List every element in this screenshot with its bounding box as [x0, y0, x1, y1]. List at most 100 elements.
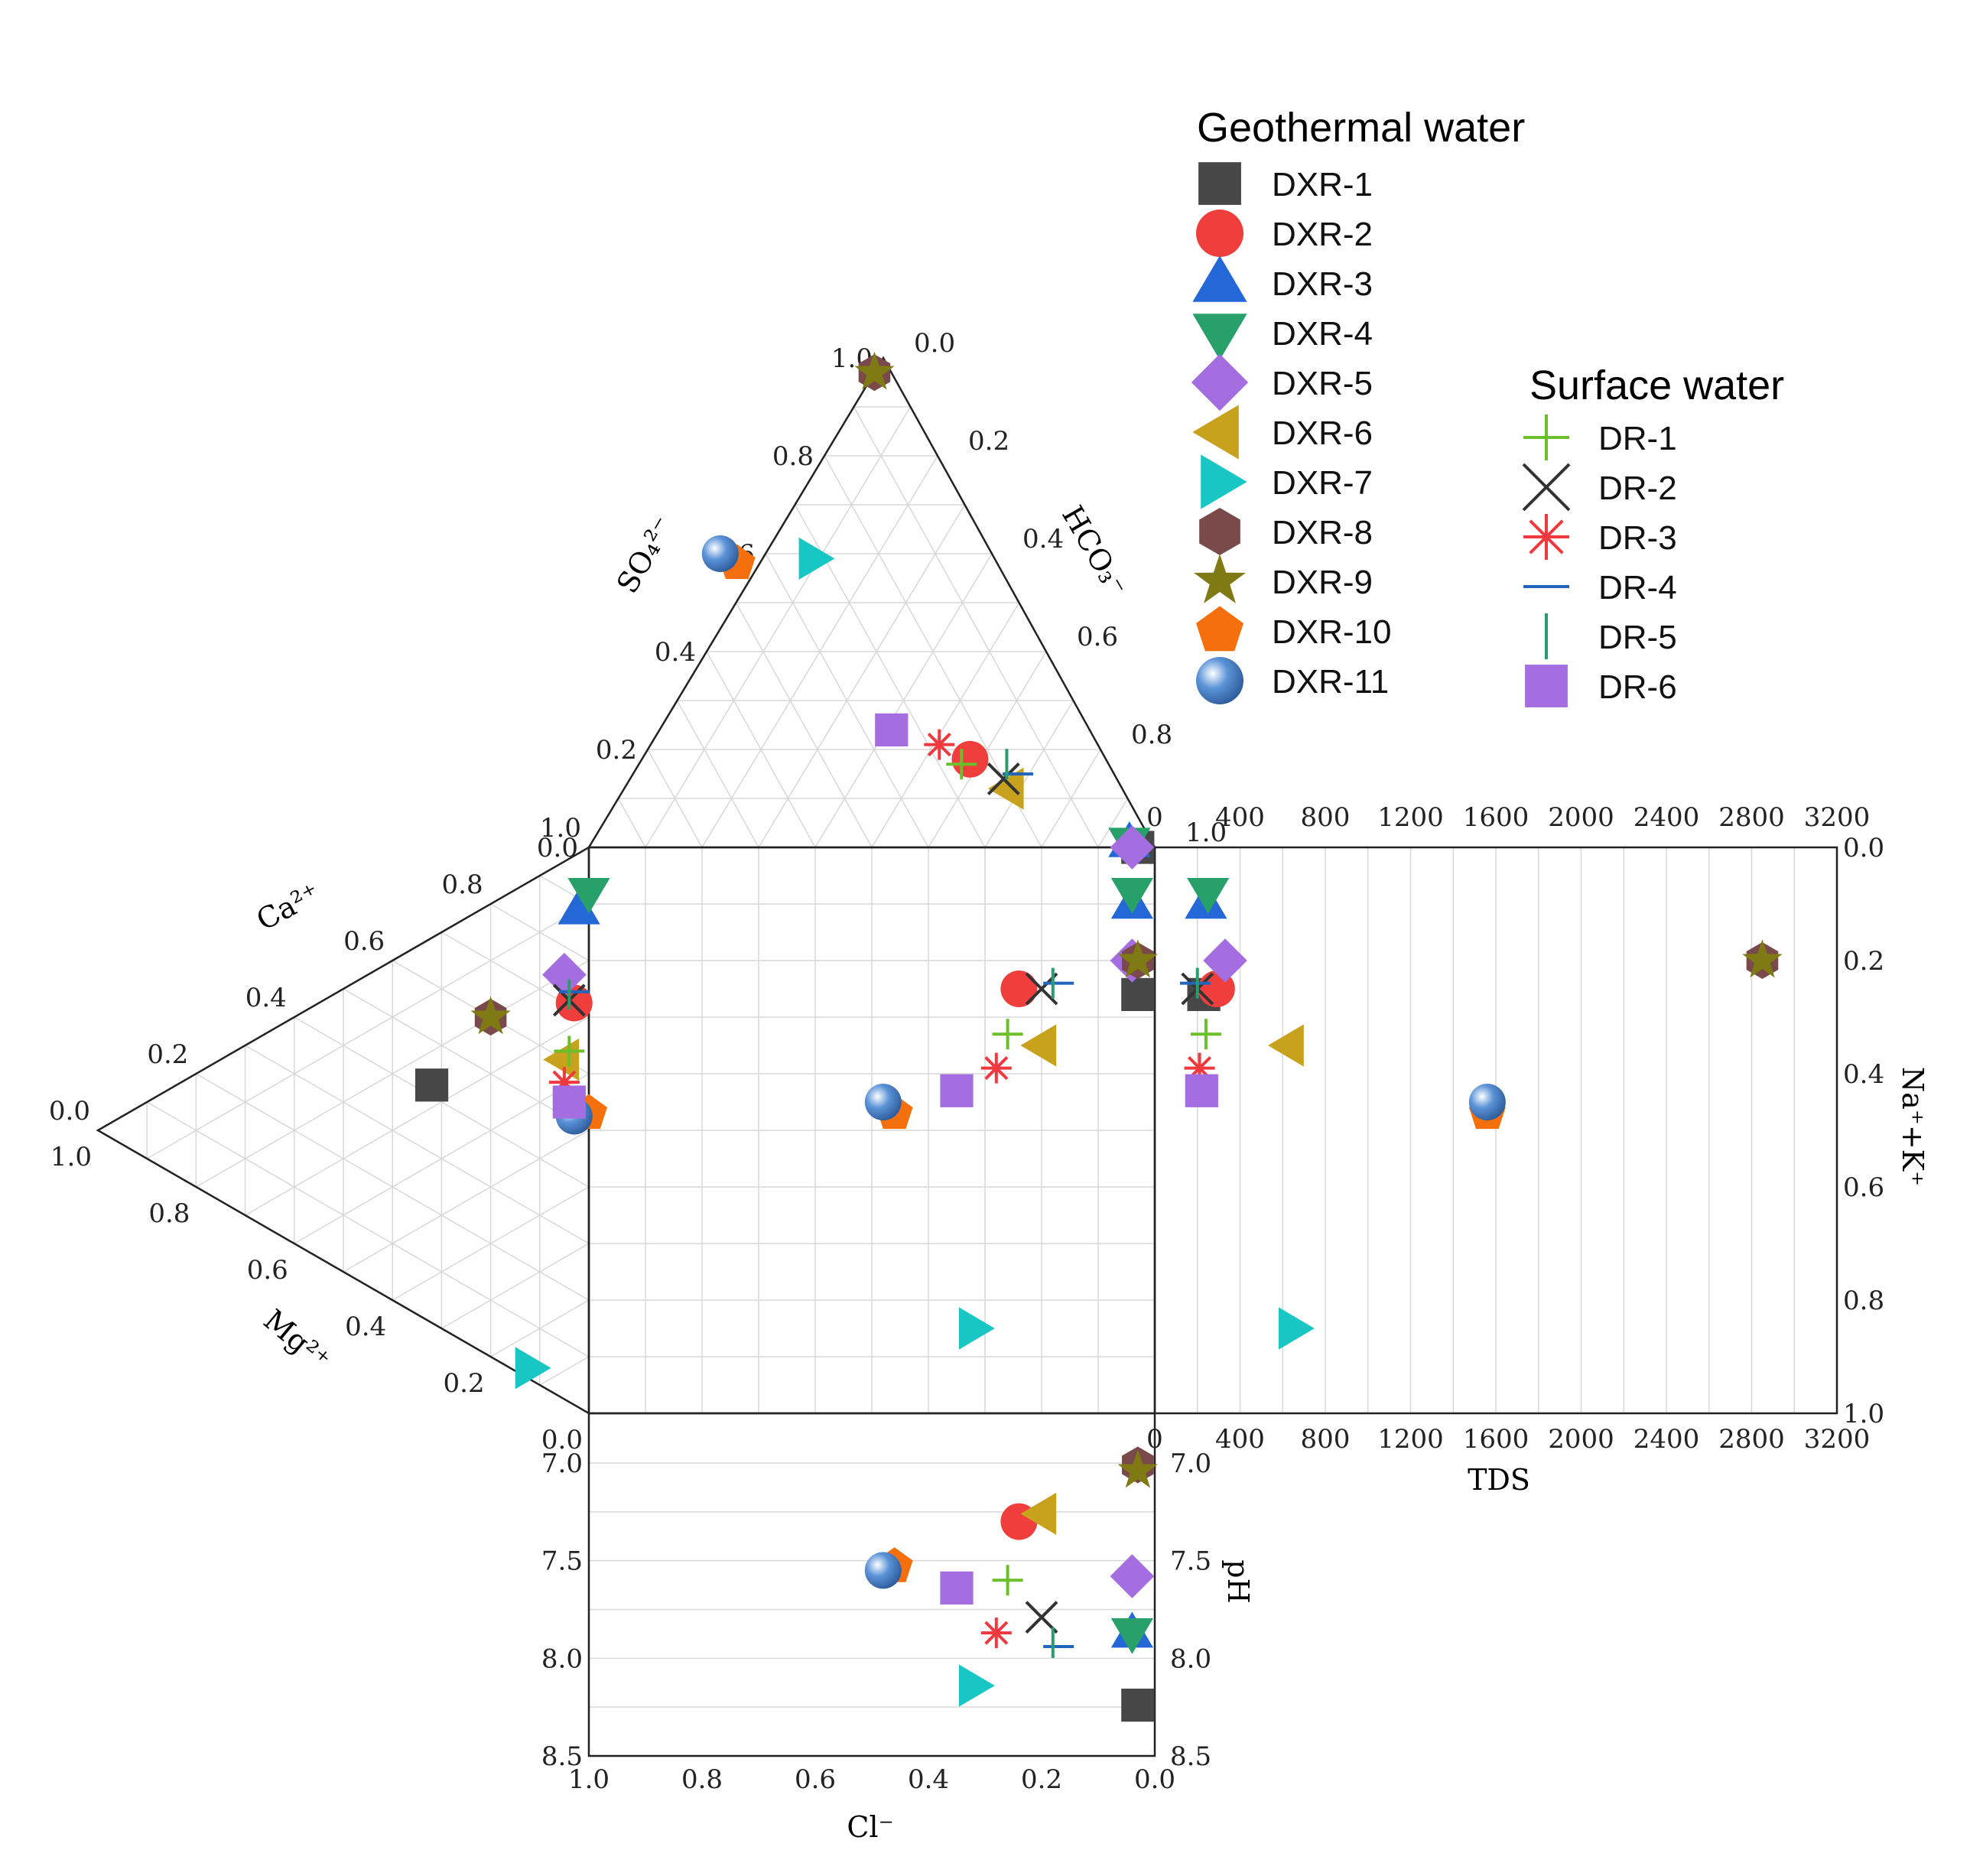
nak-tick: 0.0	[1843, 833, 1884, 863]
ph-axis-label: pH	[1221, 1559, 1255, 1603]
point-square-dxr-7	[959, 1307, 995, 1350]
tds-tick-top: 2800	[1718, 802, 1785, 833]
top-tri-grid	[765, 553, 929, 848]
ph-tick-left: 8.0	[541, 1644, 583, 1674]
point-ph-dxr-9	[1117, 1449, 1159, 1488]
legend-marker-dxr-5	[1191, 353, 1249, 411]
tds-tick-bottom: 800	[1301, 1424, 1351, 1455]
tds-tick-bottom: 2000	[1548, 1424, 1614, 1455]
panel-frames	[96, 356, 1838, 1757]
point-square-dxr-4	[1110, 878, 1153, 914]
point-ph-dxr-7	[959, 1664, 995, 1707]
point-top-dxr-7	[798, 537, 835, 580]
legend-label-dxr-2: DXR-2	[1272, 216, 1373, 253]
left-tri-grid	[294, 1016, 590, 1188]
ph-tick-right: 7.5	[1170, 1546, 1211, 1577]
legend-label-dxr-5: DXR-5	[1272, 365, 1373, 402]
legend-marker-dr-2	[1522, 463, 1571, 512]
hco3-tick: 0.6	[1077, 622, 1118, 652]
tds-tick-top: 1200	[1377, 802, 1444, 833]
left-tri-grid	[539, 1356, 590, 1386]
point-tds-dxr-11	[1468, 1084, 1506, 1120]
tick-labels: 0.00.20.40.60.81.00.00.20.40.60.81.00.00…	[49, 328, 1884, 1795]
cl-tick: 0.2	[1021, 1764, 1062, 1795]
tds-tick-top: 800	[1301, 802, 1351, 833]
cl-tick: 1.0	[568, 1764, 610, 1795]
point-ph-dr-6	[940, 1571, 974, 1605]
data-points	[414, 351, 1783, 1722]
point-square-dxr-1	[1121, 977, 1155, 1011]
hco3-tick: 0.0	[914, 328, 955, 359]
legend-marker-dxr-8	[1199, 508, 1240, 555]
legend-title-geothermal: Geothermal water	[1197, 105, 1525, 151]
tds-tick-top: 400	[1215, 802, 1265, 833]
legend-label-dxr-6: DXR-6	[1272, 415, 1373, 452]
top-tri-grid	[758, 504, 966, 848]
cl-tick: 0.6	[795, 1764, 836, 1795]
ca-tick: 0.4	[245, 983, 287, 1013]
legend-label-dr-3: DR-3	[1598, 519, 1677, 557]
legend-marker-dxr-10	[1196, 606, 1243, 652]
point-square-dxr-2	[1000, 971, 1038, 1007]
ph-tick-left: 7.5	[541, 1546, 583, 1577]
point-left-dxr-7	[515, 1347, 551, 1390]
legend-label-dr-4: DR-4	[1598, 569, 1677, 606]
point-left-dxr-4	[567, 878, 610, 914]
ca-tick: 1.0	[540, 813, 581, 844]
top-tri-grid	[647, 749, 703, 848]
mg-axis-label: Mg²⁺	[257, 1303, 336, 1377]
point-ph-dxr-1	[1121, 1689, 1155, 1722]
ph-tick-right: 8.5	[1170, 1741, 1211, 1772]
ca-tick: 0.6	[343, 926, 385, 957]
point-ph-dxr-6	[1020, 1492, 1057, 1535]
tds-axis-label: TDS	[1468, 1463, 1530, 1497]
ca-tick: 0.8	[442, 870, 483, 900]
point-left-dxr-1	[414, 1068, 449, 1102]
hco3-tick: 0.2	[968, 426, 1009, 457]
point-top-dr-2	[987, 762, 1020, 795]
point-top-dxr-5	[1110, 825, 1155, 870]
so4-tick: 0.2	[596, 735, 637, 766]
point-square-dxr-6	[1020, 1024, 1057, 1067]
legend-marker-dxr-1	[1198, 162, 1241, 205]
legend: Geothermal water Surface water DXR-1 DXR-…	[1191, 105, 1784, 707]
mg-tick: 1.0	[50, 1142, 92, 1172]
top-tri-grid	[706, 651, 816, 848]
legend-marker-dxr-2	[1196, 210, 1243, 257]
left-tri-grid	[441, 1243, 590, 1329]
nak-tick: 0.4	[1843, 1059, 1884, 1090]
cl-tick: 0.8	[681, 1764, 723, 1795]
tds-tick-bottom: 2400	[1634, 1424, 1700, 1455]
point-left-dxr-3	[558, 888, 600, 925]
hco3-tick: 0.8	[1131, 720, 1172, 750]
top-tri-grid	[1097, 798, 1129, 848]
legend-label-dxr-4: DXR-4	[1272, 315, 1373, 353]
ca-tick: 0.2	[147, 1039, 188, 1070]
point-square-dr-1	[992, 1019, 1023, 1050]
point-ph-dxr-5	[1110, 1554, 1155, 1598]
tds-tick-top: 2400	[1634, 802, 1700, 833]
legend-label-dxr-8: DXR-8	[1272, 514, 1373, 551]
point-tds-dxr-5	[1203, 938, 1247, 983]
tds-tick-bottom: 0	[1146, 1424, 1163, 1455]
mg-tick: 0.6	[247, 1255, 288, 1286]
mg-tick: 0.4	[345, 1312, 386, 1342]
tds-tick-top: 1600	[1463, 802, 1530, 833]
tds-tick-top: 2000	[1548, 802, 1614, 833]
axis-labels: SO₄²⁻ HCO₃⁻ Ca²⁺ Mg²⁺ Cl⁻ Na⁺+K⁺ TDS pH	[251, 500, 1929, 1844]
point-square-dr-6	[940, 1074, 974, 1107]
so4-tick: 0.0	[537, 833, 578, 863]
point-top-dr-6	[875, 713, 909, 746]
legend-label-dxr-3: DXR-3	[1272, 265, 1373, 303]
tds-tick-bottom: 2800	[1718, 1424, 1785, 1455]
point-left-dr-1	[554, 1036, 585, 1067]
legend-label-dr-2: DR-2	[1598, 470, 1677, 507]
top-tri-grid	[676, 700, 759, 848]
point-square-dxr-11	[864, 1084, 902, 1120]
point-square-dr-3	[980, 1052, 1012, 1084]
legend-title-surface: Surface water	[1530, 363, 1784, 408]
ca-tick: 0.0	[49, 1096, 90, 1127]
tds-tick-bottom: 400	[1215, 1424, 1265, 1455]
ph-tick-left: 8.5	[541, 1741, 583, 1772]
nak-axis-label: Na⁺+K⁺	[1896, 1067, 1929, 1186]
